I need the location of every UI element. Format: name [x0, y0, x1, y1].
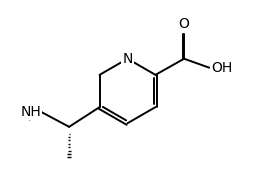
Text: N: N	[122, 52, 133, 66]
Text: O: O	[179, 17, 190, 31]
Text: NH: NH	[21, 106, 41, 120]
Text: OH: OH	[211, 61, 232, 75]
